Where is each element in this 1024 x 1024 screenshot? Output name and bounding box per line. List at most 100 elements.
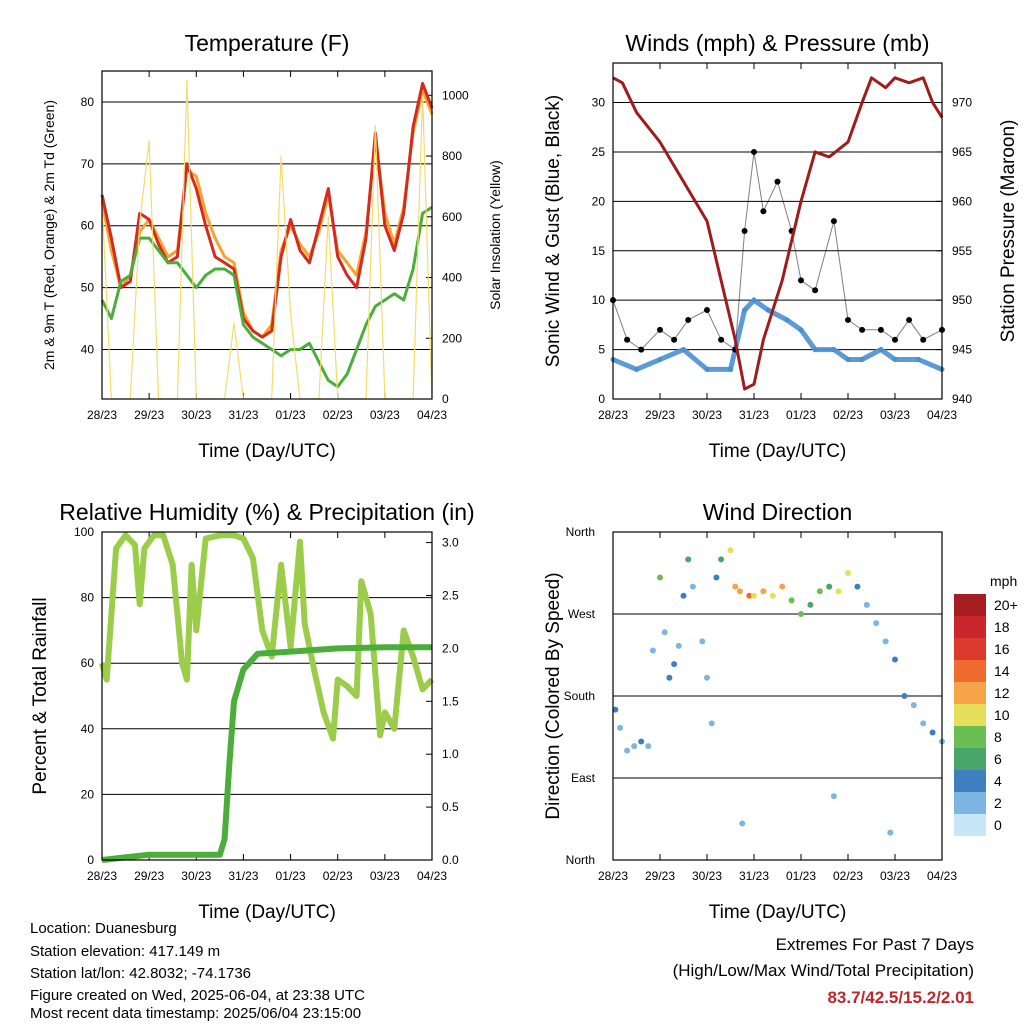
series-line-temperature	[100, 81, 434, 339]
legend-swatch	[954, 792, 986, 814]
y-axis-label-direction: Direction (Colored By Speed)	[543, 572, 564, 819]
y-tick-label: 30	[592, 96, 606, 110]
direction-point	[612, 706, 619, 713]
y-right-tick-label: 955	[952, 244, 972, 258]
y-tick-label: 0	[598, 392, 605, 406]
direction-point	[760, 588, 767, 595]
extremes-title: Extremes For Past 7 Days	[775, 935, 974, 954]
y-right-tick-label: 950	[952, 293, 972, 307]
direction-point	[798, 611, 804, 617]
y-axis-label-humidity: Percent & Total Rainfall	[30, 597, 51, 794]
y-axis-right-label-winds: Station Pressure (Maroon)	[998, 120, 1019, 343]
direction-point	[920, 720, 927, 727]
direction-point	[666, 674, 673, 681]
y-tick-label: 50	[81, 281, 95, 295]
x-tick-label: 01/23	[786, 408, 816, 422]
legend-label: 18	[994, 619, 1010, 635]
legend-swatch	[954, 594, 986, 616]
plot-frame-humidity	[101, 531, 433, 861]
direction-point	[649, 647, 656, 654]
footer-recent: Most recent data timestamp: 2025/06/04 2…	[30, 1005, 362, 1022]
legend-swatch	[954, 682, 986, 704]
y-tick-label: East	[571, 771, 596, 785]
x-tick-label: 04/23	[927, 869, 957, 883]
x-tick-label: 29/23	[645, 869, 675, 883]
x-tick-label: 04/23	[417, 869, 447, 883]
x-tick-label: 31/23	[739, 408, 769, 422]
x-tick-label: 30/23	[181, 869, 211, 883]
direction-point	[736, 588, 743, 595]
y-tick-label: 60	[81, 656, 95, 670]
x-tick-label: 29/23	[134, 869, 164, 883]
x-tick-label: 03/23	[370, 869, 400, 883]
direction-point	[901, 693, 908, 699]
footer-created: Figure created on Wed, 2025-06-04, at 23…	[30, 987, 365, 1004]
x-tick-label: 03/23	[370, 408, 400, 422]
series-line-winds	[612, 76, 944, 391]
direction-point	[887, 829, 894, 836]
direction-point	[718, 556, 725, 563]
series-line-winds	[612, 151, 943, 351]
y-tick-label: 10	[592, 293, 606, 307]
direction-point	[826, 583, 833, 590]
direction-point	[769, 592, 776, 599]
footer-location: Location: Duanesburg	[30, 920, 177, 937]
x-tick-label: 30/23	[181, 408, 211, 422]
extremes-values: 83.7/42.5/15.2/2.01	[827, 988, 974, 1007]
legend-label: 12	[994, 685, 1010, 701]
y-right-tick-label: 1.5	[442, 694, 459, 708]
y-tick-label: 70	[81, 157, 95, 171]
y-right-tick-label: 970	[952, 96, 972, 110]
direction-point	[854, 583, 861, 590]
direction-point	[727, 547, 734, 554]
direction-point	[732, 583, 739, 590]
chart-title-humidity: Relative Humidity (%) & Precipitation (i…	[59, 499, 474, 525]
y-right-tick-label: 400	[442, 271, 462, 285]
x-axis-label-temperature: Time (Day/UTC)	[198, 441, 336, 462]
x-tick-label: 29/23	[645, 408, 675, 422]
y-right-tick-label: 1000	[442, 88, 469, 102]
y-tick-label: 80	[81, 95, 95, 109]
y-right-tick-label: 600	[442, 210, 462, 224]
y-tick-label: 60	[81, 219, 95, 233]
direction-point	[713, 574, 720, 581]
legend-label: 2	[994, 795, 1002, 811]
plot-frame-temperature	[101, 70, 433, 400]
direction-point	[873, 620, 880, 627]
x-tick-label: 28/23	[598, 869, 628, 883]
y-tick-label: 15	[592, 244, 606, 258]
chart-title-direction: Wind Direction	[703, 499, 853, 525]
direction-point	[689, 583, 696, 590]
direction-point	[704, 674, 710, 681]
legend-label: 6	[994, 751, 1002, 767]
y-tick-label: 20	[81, 787, 95, 801]
y-axis-label-temperature: 2m & 9m T (Red, Orange) & 2m Td (Green)	[41, 100, 57, 370]
x-tick-label: 28/23	[87, 408, 117, 422]
legend-swatch	[954, 726, 986, 748]
legend-swatch	[954, 638, 986, 660]
x-tick-label: 28/23	[598, 408, 628, 422]
y-tick-label: West	[568, 607, 596, 621]
legend-label: 10	[994, 707, 1010, 723]
y-tick-label: 5	[598, 343, 605, 357]
y-tick-label: 40	[81, 342, 95, 356]
y-right-tick-label: 0.0	[442, 853, 459, 867]
y-right-tick-label: 965	[952, 145, 972, 159]
x-tick-label: 04/23	[417, 408, 447, 422]
y-right-tick-label: 960	[952, 194, 972, 208]
x-tick-label: 03/23	[880, 869, 910, 883]
direction-point	[863, 601, 870, 608]
chart-title-temperature: Temperature (F)	[185, 30, 350, 56]
legend-title: mph	[990, 573, 1017, 589]
x-tick-label: 31/23	[228, 408, 258, 422]
y-right-tick-label: 2.0	[442, 641, 459, 655]
legend-label: 20+	[994, 597, 1018, 613]
y-right-tick-label: 3.0	[442, 536, 459, 550]
y-right-tick-label: 2.5	[442, 588, 459, 602]
legend-label: 16	[994, 641, 1010, 657]
direction-point	[751, 592, 757, 599]
legend-swatch	[954, 616, 986, 638]
series-line-humidity	[101, 644, 432, 863]
legend-swatch	[954, 770, 986, 792]
